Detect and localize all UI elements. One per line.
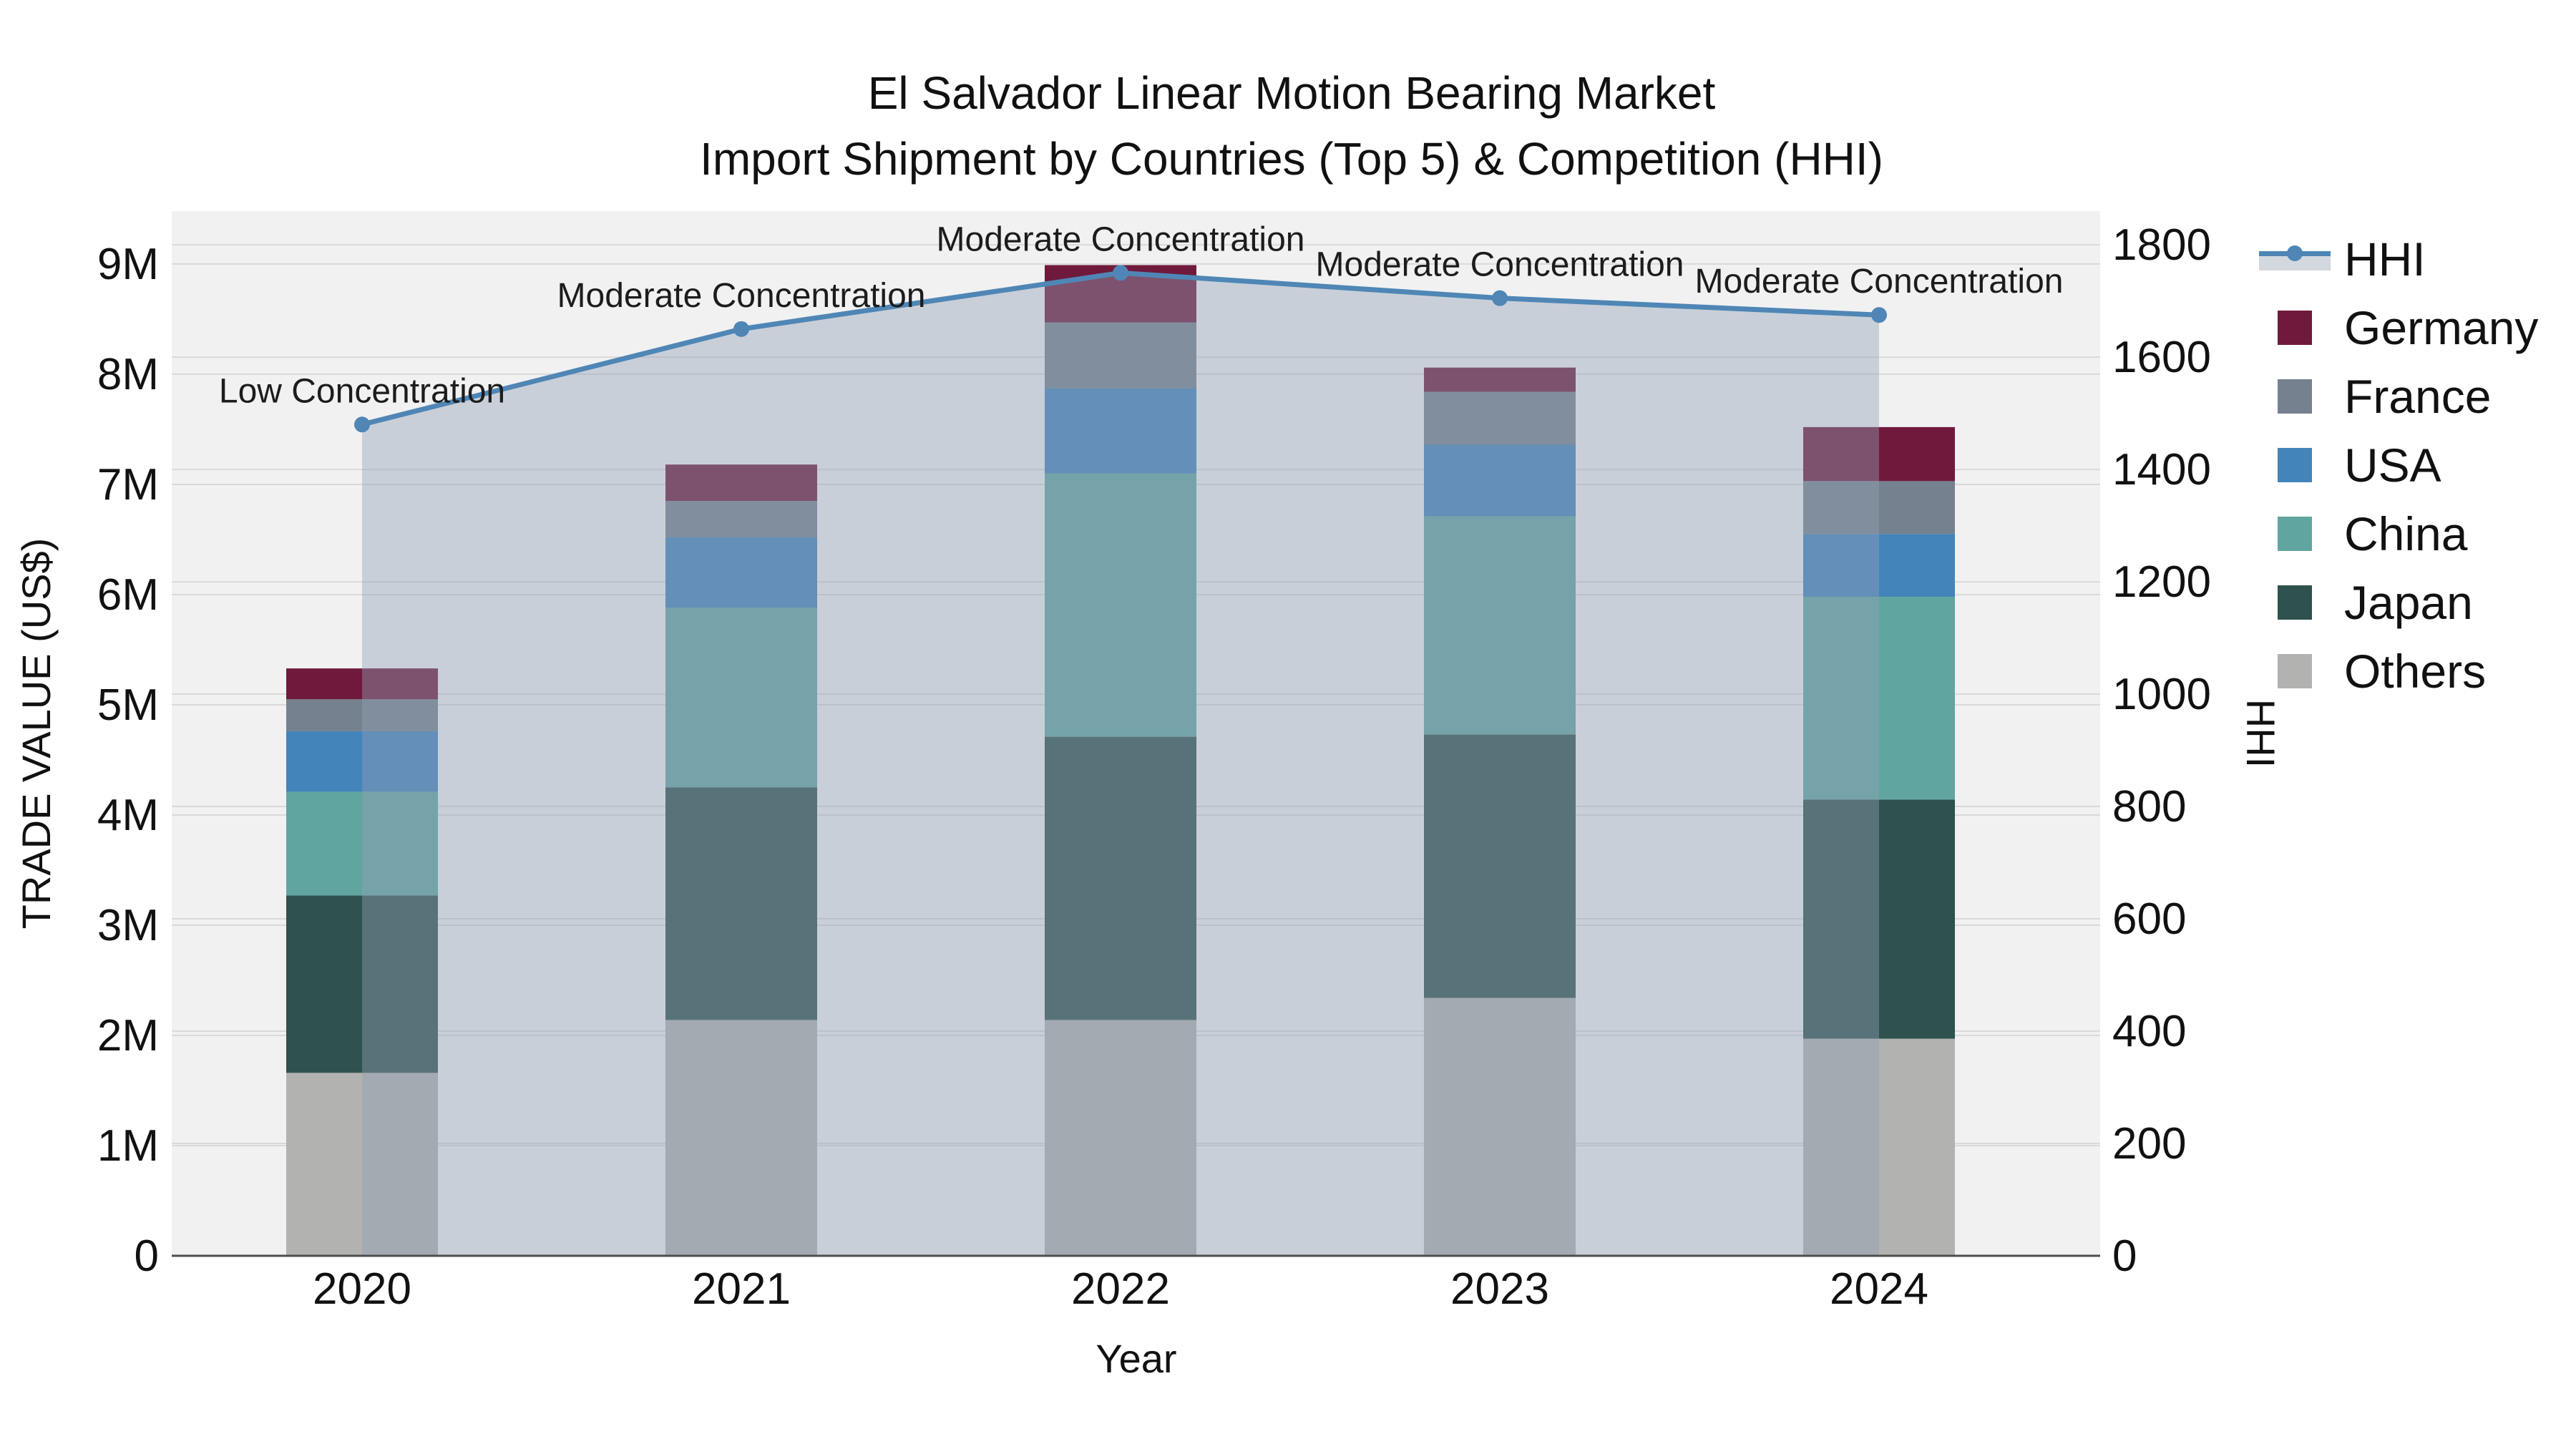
chart-title-line2: Import Shipment by Countries (Top 5) & C… [700, 133, 1883, 185]
legend-label: Others [2344, 645, 2487, 698]
bar-segment-japan-2020[interactable] [286, 895, 438, 1073]
legend-label: France [2344, 370, 2492, 423]
right-tick-600: 600 [2112, 894, 2186, 944]
right-axis-title: HHI [2238, 699, 2283, 768]
legend-swatch-icon [2255, 512, 2334, 555]
right-tick-1800: 1800 [2112, 220, 2211, 270]
right-tick-1200: 1200 [2112, 557, 2211, 607]
left-tick-6M: 6M [97, 570, 159, 620]
bar-segment-france-2022[interactable] [1045, 322, 1196, 389]
left-tick-9M: 9M [97, 240, 159, 289]
bar-segment-others-2021[interactable] [665, 1020, 817, 1256]
left-axis-title: TRADE VALUE (US$) [14, 538, 59, 930]
bar-segment-france-2023[interactable] [1424, 391, 1576, 445]
legend-item-usa[interactable]: USA [2255, 431, 2538, 499]
x-tick-2023[interactable]: 2023 [1450, 1264, 1549, 1314]
bar-segment-china-2022[interactable] [1045, 473, 1196, 737]
bar-segment-germany-2021[interactable] [665, 464, 817, 502]
bar-segment-usa-2024[interactable] [1803, 534, 1955, 597]
legend-swatch-icon [2255, 650, 2334, 693]
legend-item-france[interactable]: France [2255, 362, 2538, 431]
legend-label: Germany [2344, 301, 2539, 354]
left-tick-4M: 4M [97, 791, 159, 840]
x-tick-2022[interactable]: 2022 [1071, 1264, 1170, 1314]
right-tick-200: 200 [2112, 1119, 2186, 1169]
hhi-area-fill [362, 273, 1879, 1256]
left-tick-7M: 7M [97, 460, 159, 509]
x-tick-2021[interactable]: 2021 [692, 1264, 791, 1314]
bar-segment-usa-2021[interactable] [665, 537, 817, 608]
legend: HHI Germany France USA China Japan Others [2255, 225, 2538, 706]
left-tick-0: 0 [135, 1231, 159, 1281]
x-tick-2020[interactable]: 2020 [313, 1264, 411, 1314]
bar-segment-france-2024[interactable] [1803, 481, 1955, 535]
legend-item-japan[interactable]: Japan [2255, 568, 2538, 637]
legend-label: HHI [2344, 233, 2426, 286]
legend-swatch-icon [2255, 444, 2334, 487]
annotation-2022: Moderate Concentration [937, 220, 1305, 258]
bar-segment-japan-2021[interactable] [665, 787, 817, 1020]
bar-segment-germany-2023[interactable] [1424, 367, 1576, 392]
legend-item-germany[interactable]: Germany [2255, 293, 2538, 362]
bar-segment-france-2021[interactable] [665, 501, 817, 537]
bar-segment-others-2022[interactable] [1045, 1020, 1196, 1256]
annotation-2020: Low Concentration [219, 372, 505, 410]
bar-segment-china-2023[interactable] [1424, 516, 1576, 735]
legend-item-hhi[interactable]: HHI [2255, 225, 2538, 293]
bar-segment-china-2024[interactable] [1803, 597, 1955, 800]
bar-segment-japan-2024[interactable] [1803, 799, 1955, 1039]
right-tick-1600: 1600 [2112, 333, 2211, 382]
right-tick-1000: 1000 [2112, 670, 2211, 719]
legend-item-china[interactable]: China [2255, 499, 2538, 568]
left-tick-2M: 2M [97, 1011, 159, 1060]
hhi-point-2023[interactable] [1492, 290, 1508, 306]
hhi-point-2021[interactable] [733, 321, 749, 337]
bar-segment-usa-2022[interactable] [1045, 388, 1196, 474]
legend-swatch-icon [2255, 375, 2334, 418]
right-tick-0: 0 [2112, 1231, 2137, 1281]
legend-label: USA [2344, 439, 2441, 492]
bar-segment-others-2024[interactable] [1803, 1038, 1955, 1256]
x-tick-2024[interactable]: 2024 [1830, 1264, 1928, 1314]
hhi-point-2022[interactable] [1113, 265, 1128, 281]
annotation-2023: Moderate Concentration [1316, 246, 1684, 284]
right-tick-1400: 1400 [2112, 445, 2211, 494]
annotation-2024: Moderate Concentration [1695, 263, 2064, 301]
legend-swatch-icon [2255, 581, 2334, 624]
bar-segment-france-2020[interactable] [286, 699, 438, 731]
x-axis-title: Year [1096, 1336, 1176, 1381]
legend-label: Japan [2344, 576, 2473, 629]
bar-segment-china-2020[interactable] [286, 791, 438, 896]
bar-segment-germany-2020[interactable] [286, 668, 438, 700]
left-tick-3M: 3M [97, 901, 159, 950]
left-tick-5M: 5M [97, 680, 159, 730]
annotation-2021: Moderate Concentration [557, 277, 926, 315]
left-tick-8M: 8M [97, 350, 159, 399]
bar-segment-others-2023[interactable] [1424, 997, 1576, 1256]
right-tick-800: 800 [2112, 782, 2186, 831]
bar-segment-others-2020[interactable] [286, 1073, 438, 1256]
left-tick-1M: 1M [97, 1121, 159, 1171]
hhi-point-2020[interactable] [354, 416, 370, 433]
bar-segment-usa-2020[interactable] [286, 731, 438, 792]
bar-segment-japan-2023[interactable] [1424, 734, 1576, 998]
legend-swatch-icon [2255, 306, 2334, 349]
bar-segment-usa-2023[interactable] [1424, 444, 1576, 517]
hhi-line-icon [2255, 238, 2334, 280]
legend-item-others[interactable]: Others [2255, 637, 2538, 706]
legend-label: China [2344, 507, 2468, 560]
bar-segment-germany-2024[interactable] [1803, 426, 1955, 482]
hhi-point-2024[interactable] [1871, 307, 1887, 323]
chart-title-line1: El Salvador Linear Motion Bearing Market [868, 67, 1716, 119]
bar-segment-china-2021[interactable] [665, 608, 817, 788]
bar-segment-japan-2022[interactable] [1045, 736, 1196, 1020]
right-tick-400: 400 [2112, 1007, 2186, 1056]
